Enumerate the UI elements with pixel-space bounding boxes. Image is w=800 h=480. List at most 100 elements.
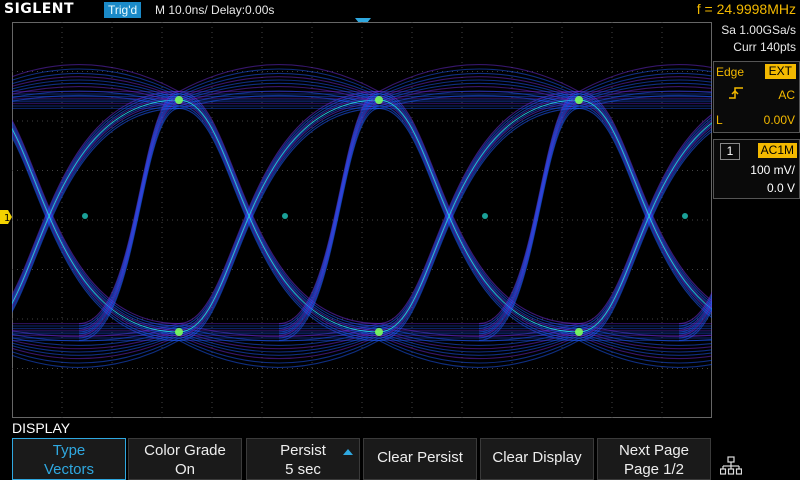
top-status-bar: SIGLENT Trig'd M 10.0ns/ Delay:0.00s f =…: [0, 0, 800, 20]
eye-trace-hot: [12, 127, 180, 333]
eye-trace: [12, 331, 180, 353]
crossing-mid: [82, 213, 88, 219]
trigger-source: EXT: [764, 64, 796, 79]
channel-1-panel[interactable]: 1 AC1M 100 mV/ 0.0 V: [713, 139, 800, 199]
vertical-scale: 100 mV/: [750, 163, 795, 177]
eye-trace: [378, 337, 580, 364]
eye-trace-hot: [578, 99, 712, 310]
eye-trace: [578, 101, 712, 312]
trigger-panel[interactable]: Edge EXT AC L 0.00V: [713, 61, 800, 133]
eye-trace: [578, 76, 712, 99]
softkey-next-page[interactable]: Next Page Page 1/2: [597, 438, 711, 480]
eye-trace: [12, 335, 180, 360]
eye-trace: [178, 93, 380, 327]
crossing-mid: [482, 213, 488, 219]
eye-trace: [178, 333, 380, 356]
eye-trace: [378, 76, 580, 99]
softkey-value: Page 1/2: [623, 461, 685, 478]
eye-trace: [378, 101, 580, 335]
eye-trace: [678, 305, 712, 339]
softkey-clear-display[interactable]: Clear Display: [480, 438, 594, 480]
trigger-status-badge[interactable]: Trig'd: [104, 2, 142, 18]
eye-trace: [678, 302, 712, 337]
eye-trace: [578, 90, 712, 107]
eye-trace: [578, 335, 712, 360]
eye-trace: [12, 64, 180, 93]
softkey-color-grade[interactable]: Color Grade On: [128, 438, 242, 480]
vertical-offset: 0.0 V: [766, 181, 795, 195]
crossing-peak: [575, 328, 583, 336]
sample-rate: Sa 1.00GSa/s: [721, 23, 796, 37]
eye-trace: [378, 103, 580, 337]
channel-number: 1: [720, 143, 740, 160]
eye-trace: [678, 307, 712, 341]
eye-trace: [578, 97, 712, 309]
eye-trace: [578, 86, 712, 105]
eye-trace: [378, 79, 580, 101]
eye-trace: [178, 86, 380, 105]
eye-trace: [578, 64, 712, 93]
softkey-persist[interactable]: Persist 5 sec: [246, 438, 360, 480]
eye-trace: [12, 79, 180, 101]
eye-trace: [12, 76, 180, 99]
eye-trace: [12, 82, 180, 103]
eye-trace: [578, 323, 712, 338]
acquisition-panel: Sa 1.00GSa/s Curr 140pts: [713, 22, 800, 56]
waveform-display[interactable]: [12, 22, 712, 418]
eye-trace: [378, 93, 580, 327]
eye-trace-hot: [378, 99, 580, 333]
softkey-value: 5 sec: [285, 461, 321, 478]
eye-trace: [678, 295, 712, 329]
eye-trace: [578, 103, 712, 314]
eye-trace: [12, 119, 180, 325]
eye-trace: [678, 297, 712, 331]
eye-trace: [178, 107, 380, 341]
rising-edge-icon: [729, 87, 743, 99]
softkey-type[interactable]: Type Vectors: [12, 438, 126, 480]
eye-trace: [378, 64, 580, 93]
eye-trace: [578, 331, 712, 353]
eye-trace: [12, 68, 180, 95]
crossing-peak: [375, 96, 383, 104]
eye-trace: [178, 105, 380, 339]
eye-trace: [678, 293, 712, 327]
eye-trace: [178, 103, 380, 337]
trigger-type: Edge: [716, 65, 745, 79]
softkey-clear-persist[interactable]: Clear Persist: [363, 438, 477, 480]
trigger-level: 0.00V: [763, 113, 795, 127]
eye-diagram-traces: [12, 64, 712, 368]
eye-trace: [378, 72, 580, 97]
eye-trace: [12, 86, 180, 105]
eye-trace: [12, 72, 180, 97]
knob-adjust-icon: [343, 449, 353, 455]
softkey-value: On: [174, 461, 195, 478]
eye-trace: [578, 329, 712, 350]
eye-trace: [678, 300, 712, 335]
eye-trace: [578, 95, 712, 307]
memory-depth: Curr 140pts: [733, 40, 796, 54]
eye-trace: [178, 68, 380, 95]
eye-trace: [578, 339, 712, 368]
eye-trace: [678, 299, 712, 333]
crossing-peak: [175, 96, 183, 104]
eye-trace: [378, 333, 580, 356]
eye-trace: [178, 335, 380, 360]
eye-trace: [578, 79, 712, 101]
eye-trace: [578, 82, 712, 103]
eye-trace: [578, 72, 712, 97]
channel-1-offset-marker[interactable]: 1: [0, 210, 12, 224]
softkey-label: Persist: [280, 442, 326, 459]
crossing-peak: [575, 96, 583, 104]
eye-trace: [378, 105, 580, 339]
eye-trace: [378, 86, 580, 105]
eye-trace: [578, 93, 712, 305]
timebase-readout[interactable]: M 10.0ns/ Delay:0.00s: [155, 3, 275, 17]
eye-trace: [178, 64, 380, 93]
eye-trace: [378, 335, 580, 360]
eye-trace: [178, 97, 380, 331]
eye-trace: [478, 107, 580, 341]
eye-trace-hot: [178, 99, 380, 333]
eye-trace: [678, 290, 712, 325]
crossing-mid: [682, 213, 688, 219]
eye-trace: [178, 72, 380, 97]
